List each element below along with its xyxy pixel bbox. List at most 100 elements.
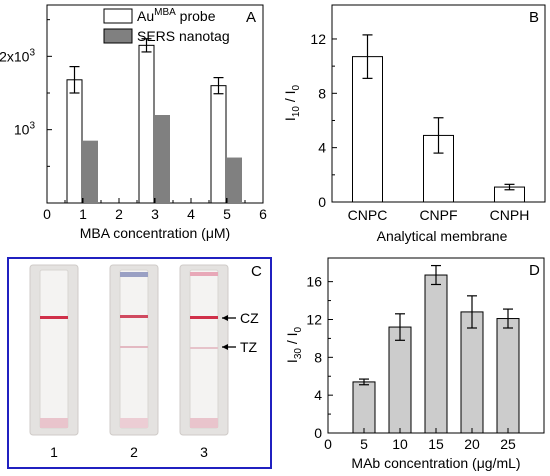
error-bar-cnph: [504, 183, 515, 191]
x-tick-label: 10: [392, 436, 408, 452]
bar-mab-25: [496, 318, 520, 434]
cz-annotation: CZ: [222, 310, 259, 326]
panel-a: A 0 1 2 3 4 5 6 103 2x103 MBA concentration (μM…: [0, 4, 267, 241]
control-zone-line: [40, 316, 68, 319]
y-tick-label: 103: [14, 121, 36, 138]
panel-b-letter: B: [529, 9, 539, 26]
panel-a-y-ticks: 103 2x103: [0, 19, 52, 167]
panel-d-x-axis-label: MAb concentration (μg/mL): [351, 455, 520, 471]
legend-swatch-probe: [103, 8, 133, 24]
test-strip-1: [29, 264, 79, 436]
panel-d-y-axis-label: I30 / I0: [284, 326, 304, 363]
strip-label-2: 2: [130, 444, 138, 460]
panel-d-bars: [352, 264, 520, 434]
test-strip-3: [179, 264, 229, 436]
test-strip-2: [109, 264, 159, 436]
panel-a-x-axis-label: MBA concentration (μM): [80, 225, 230, 241]
panel-d-y-ticks: 0 4 8 12 16: [306, 274, 333, 441]
error-bar-probe: [213, 76, 224, 95]
strip-pad-top: [190, 272, 218, 276]
x-tick-label: 5: [360, 436, 368, 452]
bar-mab-20: [460, 311, 484, 434]
strip-pad-bottom: [190, 418, 218, 428]
panel-a-x-ticks: 0 1 2 3 4 5 6: [43, 198, 267, 222]
panel-c: C CZ: [7, 257, 272, 469]
bar-probe: [210, 85, 227, 204]
panel-b-x-axis-label: Analytical membrane: [377, 228, 508, 244]
error-bar-probe: [69, 65, 80, 94]
panel-d-x-ticks: 0 5 10 15 20 25: [324, 428, 516, 452]
test-zone-line: [120, 346, 148, 348]
panel-d-letter: D: [529, 262, 540, 279]
y-tick-label: 0: [314, 425, 322, 441]
strip-window: [39, 269, 69, 429]
y-tick-label: 8: [314, 349, 322, 365]
bar-mab-15: [424, 274, 448, 434]
strip-pad-bottom: [40, 418, 68, 428]
bar-nanotag: [227, 157, 242, 203]
panel-b: B CNPC CNPF CNPH 0 4 8 12 Analytical membrane…: [282, 4, 546, 244]
legend-swatch-nanotag: [103, 28, 133, 44]
x-tick-label: CNPC: [348, 207, 388, 223]
x-tick-label: CNPF: [419, 207, 457, 223]
legend-label-nanotag: SERS nanotag: [137, 28, 230, 44]
x-tick-label: 2: [115, 206, 123, 222]
x-tick-label: 0: [43, 206, 51, 222]
panel-b-x-ticks: CNPC CNPF CNPH: [348, 207, 530, 223]
error-bar-probe: [141, 38, 152, 53]
strip-window: [119, 269, 149, 429]
bar-nanotag: [83, 140, 98, 203]
x-tick-label: 15: [428, 436, 444, 452]
panel-a-legend: AuMBA probe SERS nanotag: [103, 7, 230, 44]
strip-label-3: 3: [200, 444, 208, 460]
bar-mab-5: [352, 381, 376, 434]
error-bar-cnpf: [433, 117, 444, 154]
y-tick-label: 16: [306, 274, 322, 290]
panel-a-bars: [66, 38, 242, 204]
svg-text:TZ: TZ: [240, 339, 258, 355]
svg-text:CZ: CZ: [240, 310, 259, 326]
strip-pad-top: [120, 272, 148, 277]
panel-b-bars: [352, 34, 525, 203]
panel-a-letter: A: [246, 9, 256, 26]
panel-b-y-ticks: 0 4 8 12: [310, 31, 337, 210]
x-tick-label: 1: [79, 206, 87, 222]
x-tick-label: CNPH: [490, 207, 530, 223]
x-tick-label: 4: [187, 206, 195, 222]
x-tick-label: 20: [464, 436, 480, 452]
control-zone-line: [190, 316, 218, 319]
bar-probe: [138, 44, 155, 204]
x-tick-label: 6: [259, 206, 267, 222]
y-tick-label: 4: [314, 387, 322, 403]
x-tick-label: 25: [500, 436, 516, 452]
error-bar-mab-15: [431, 264, 441, 286]
error-bar-mab-5: [359, 378, 369, 386]
bar-nanotag: [155, 115, 170, 203]
test-zone-line: [190, 347, 218, 349]
y-tick-label: 8: [318, 85, 326, 101]
x-tick-label: 3: [151, 206, 159, 222]
strip-label-1: 1: [50, 444, 58, 460]
y-tick-label: 12: [306, 311, 322, 327]
panel-b-y-axis-label: I10 / I0: [282, 84, 302, 121]
error-bar-mab-25: [503, 308, 513, 329]
y-tick-label: 4: [318, 140, 326, 156]
panel-c-letter: C: [251, 263, 262, 280]
y-tick-label: 2x103: [0, 47, 35, 64]
panel-d: D 0 5 10 15 20 25 0 4 8 12 16 MAb concentration (…: [284, 257, 545, 471]
error-bar-cnpc: [362, 34, 373, 79]
legend-label-probe: AuMBA probe: [137, 7, 216, 24]
x-tick-label: 5: [223, 206, 231, 222]
y-tick-label: 12: [310, 31, 326, 47]
tz-annotation: TZ: [222, 339, 258, 355]
bar-probe: [66, 79, 83, 204]
error-bar-mab-20: [467, 295, 477, 329]
strip-pad-bottom: [120, 418, 148, 428]
y-tick-label: 0: [318, 194, 326, 210]
x-tick-label: 0: [324, 436, 332, 452]
control-zone-line: [120, 315, 148, 318]
bar-cnpc: [352, 56, 383, 203]
bar-mab-10: [388, 326, 412, 434]
error-bar-mab-10: [395, 313, 405, 341]
